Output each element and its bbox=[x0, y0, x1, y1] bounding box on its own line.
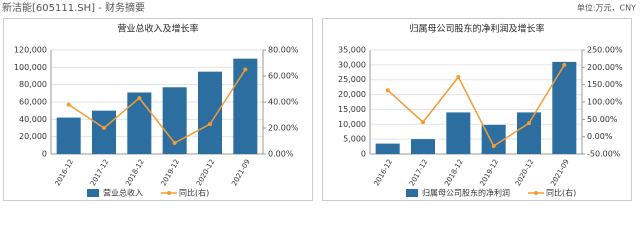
bar bbox=[91, 110, 117, 154]
unit-label: 单位:万元，CNY bbox=[577, 3, 636, 13]
y2-tick-label: 200.00% bbox=[587, 63, 623, 72]
y2-tick-label: 250.00% bbox=[587, 46, 623, 55]
chart-title: 营业总收入及增长率 bbox=[117, 23, 198, 35]
y2-tick-label: 20.00% bbox=[268, 124, 299, 133]
y2-tick-label: 100.00% bbox=[587, 98, 623, 107]
line-point bbox=[421, 120, 425, 125]
legend-swatch bbox=[87, 189, 99, 197]
legend-swatch bbox=[406, 189, 418, 197]
page-title: 新洁能[605111.SH] - 财务摘要 bbox=[2, 1, 145, 14]
y-tick-label: 5,000 bbox=[343, 135, 366, 144]
y2-tick-label: 60.00% bbox=[268, 72, 299, 81]
legend-swatch bbox=[534, 191, 538, 195]
legend-label: 营业总收入 bbox=[103, 188, 143, 198]
bar bbox=[552, 61, 577, 155]
y-tick-label: 0 bbox=[42, 150, 47, 159]
line bbox=[387, 64, 565, 148]
y2-tick-label: 150.00% bbox=[587, 80, 623, 89]
bar bbox=[233, 58, 258, 154]
line-point bbox=[172, 140, 177, 145]
bar bbox=[516, 112, 542, 154]
legend-label: 归属母公司股东的净利润 bbox=[422, 188, 510, 198]
line-point bbox=[562, 62, 567, 67]
bar bbox=[127, 92, 152, 154]
y-tick-label: 80,000 bbox=[19, 80, 47, 89]
line bbox=[68, 69, 246, 144]
legend-swatch bbox=[167, 191, 171, 195]
line-point bbox=[102, 126, 106, 130]
bar bbox=[375, 143, 400, 154]
y2-tick-label: 0.00% bbox=[587, 132, 613, 141]
line-point bbox=[456, 75, 461, 80]
y-tick-label: 20,000 bbox=[19, 132, 47, 141]
panel bbox=[3, 18, 313, 201]
y2-tick-label: 0.00% bbox=[268, 150, 294, 159]
line-point bbox=[137, 96, 142, 101]
y2-tick-label: 40.00% bbox=[268, 98, 299, 107]
y-tick-label: 15,000 bbox=[338, 105, 366, 114]
line-point bbox=[208, 122, 212, 127]
line-point bbox=[385, 88, 390, 93]
y-tick-label: 20,000 bbox=[338, 90, 366, 99]
y-tick-label: 25,000 bbox=[338, 75, 366, 84]
y-tick-label: 0 bbox=[361, 150, 366, 159]
bar bbox=[56, 117, 81, 154]
line-point bbox=[66, 102, 71, 107]
y-tick-label: 40,000 bbox=[19, 115, 47, 124]
bar bbox=[446, 112, 471, 154]
y-tick-label: 100,000 bbox=[14, 63, 47, 72]
chart-title: 归属母公司股东的净利润及增长率 bbox=[409, 23, 544, 35]
y2-tick-label: 50.00% bbox=[587, 115, 618, 124]
y-tick-label: 35,000 bbox=[338, 46, 366, 55]
y-tick-label: 60,000 bbox=[19, 98, 47, 107]
line-point bbox=[491, 144, 496, 149]
y2-tick-label: -50.00% bbox=[587, 150, 621, 159]
line-point bbox=[527, 121, 531, 126]
y-tick-label: 120,000 bbox=[14, 46, 47, 55]
y-tick-label: 30,000 bbox=[338, 60, 366, 69]
legend-label: 同比(右) bbox=[546, 188, 576, 198]
page: 新洁能[605111.SH] - 财务摘要 单位:万元，CNY 营业总收入及增长… bbox=[2, 1, 636, 201]
legend-label: 同比(右) bbox=[179, 188, 209, 198]
y-tick-label: 10,000 bbox=[338, 120, 366, 129]
bar bbox=[410, 139, 436, 154]
bar bbox=[197, 71, 223, 154]
y2-tick-label: 80.00% bbox=[268, 46, 299, 55]
line-point bbox=[243, 67, 248, 72]
